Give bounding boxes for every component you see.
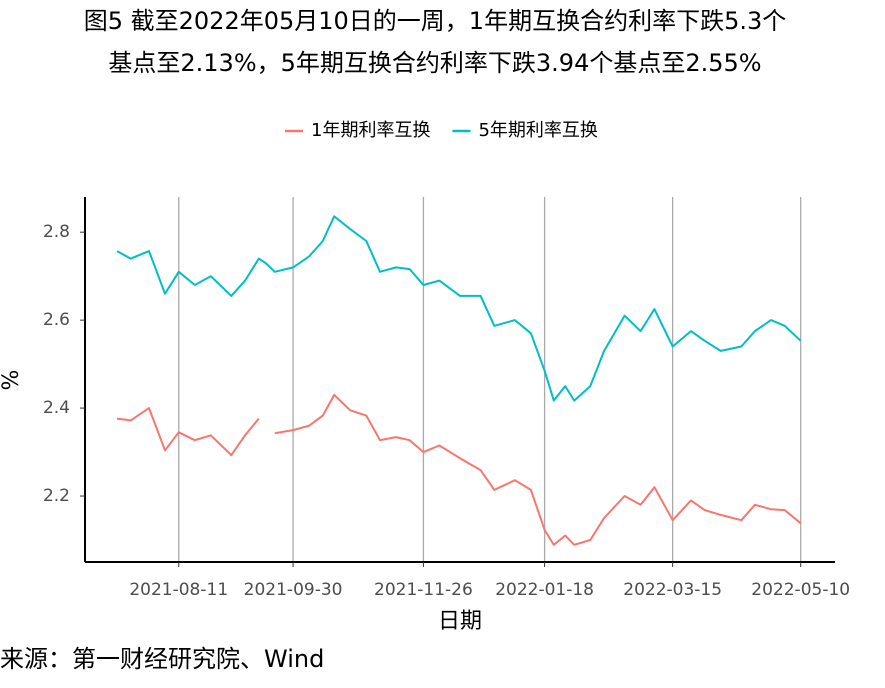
chart-title: 基点至2.13%，5年期互换合约利率下跌3.94个基点至2.55% (108, 49, 761, 77)
chart-title: 图5 截至2022年05月10日的一周，1年期互换合约利率下跌5.3个 (84, 7, 787, 35)
x-tick-label: 2021-11-26 (374, 580, 473, 600)
x-tick-label: 2022-01-18 (495, 580, 594, 600)
y-tick-label: 2.4 (43, 398, 70, 418)
x-axis-label: 日期 (438, 609, 482, 634)
y-tick-label: 2.2 (43, 486, 70, 506)
series-line (116, 393, 802, 546)
x-tick-label: 2022-03-15 (623, 580, 722, 600)
y-tick-label: 2.8 (43, 222, 70, 242)
legend-label: 5年期利率互换 (478, 120, 597, 141)
legend-label: 1年期利率互换 (311, 120, 430, 141)
series-line (116, 215, 802, 402)
x-tick-label: 2021-08-11 (129, 580, 228, 600)
source-note: 来源：第一财经研究院、Wind (0, 645, 324, 673)
x-tick-label: 2021-09-30 (244, 580, 343, 600)
x-tick-label: 2022-05-10 (751, 580, 850, 600)
y-axis-label: % (0, 370, 24, 391)
y-tick-label: 2.6 (43, 310, 70, 330)
